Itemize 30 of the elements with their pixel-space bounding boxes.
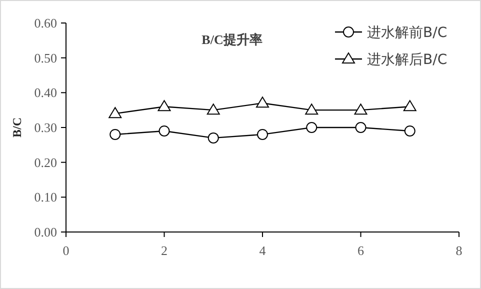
x-tick-label: 8 — [456, 243, 462, 258]
y-tick-label: 0.50 — [34, 50, 57, 66]
point — [208, 132, 219, 144]
point — [354, 104, 368, 115]
text: B/C提升率 — [202, 32, 262, 47]
x-tick-label: 6 — [358, 243, 364, 258]
point — [257, 128, 268, 140]
y-tick-label: 0.20 — [34, 154, 57, 170]
point — [306, 122, 318, 133]
point — [256, 96, 269, 108]
point — [355, 122, 366, 133]
y-tick-label: 0.00 — [34, 224, 57, 240]
x-tick-label: 0 — [62, 243, 70, 258]
y-tick-label: 0.40 — [34, 85, 57, 100]
point — [108, 107, 122, 118]
legend-label: 进水解后B/C — [367, 52, 448, 68]
y-tick-label: 0.30 — [34, 120, 57, 135]
point — [404, 125, 416, 136]
y-axis-title: B/C — [10, 117, 24, 138]
legend-label: 进水解前B/C — [367, 25, 448, 41]
point — [110, 128, 121, 140]
point — [403, 100, 416, 112]
y-tick-label: 0.60 — [34, 16, 57, 30]
point — [158, 125, 170, 136]
y-tick-label: 0.10 — [34, 190, 57, 205]
point — [158, 100, 171, 112]
x-tick-label: 2 — [161, 243, 168, 258]
point — [305, 104, 318, 115]
point — [206, 104, 220, 115]
x-tick-label: 4 — [259, 243, 266, 258]
